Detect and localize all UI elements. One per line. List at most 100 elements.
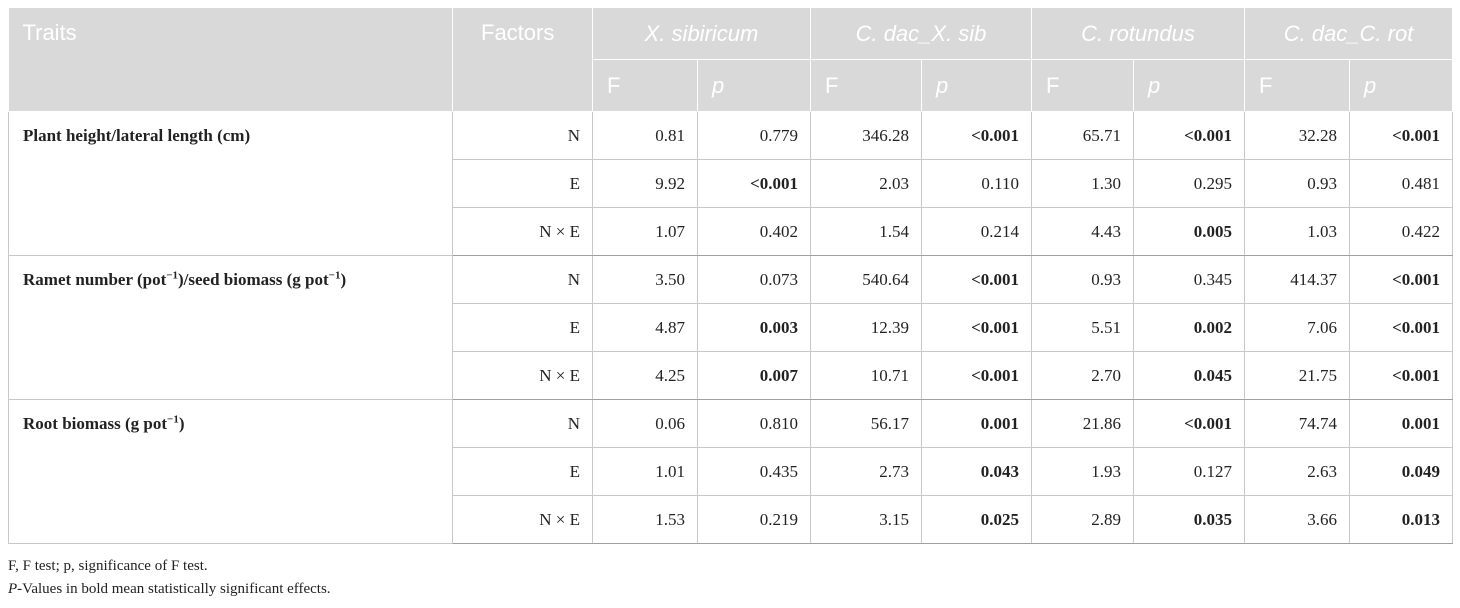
f-value-cell: 3.50 xyxy=(592,255,698,304)
p-value-cell: 0.001 xyxy=(1349,399,1454,448)
f-value-cell: 21.75 xyxy=(1244,351,1351,400)
f-value-cell: 2.73 xyxy=(810,447,922,496)
p-value-cell: 0.127 xyxy=(1132,447,1246,496)
header-f: F xyxy=(810,59,922,112)
p-value-cell: 0.422 xyxy=(1349,207,1454,256)
table-body: Plant height/lateral length (cm) N 0.81 0.7… xyxy=(8,111,1454,544)
header-p: p xyxy=(1133,59,1246,112)
header-p: p xyxy=(1349,59,1454,112)
p-value-cell: 0.779 xyxy=(697,111,811,160)
table-row: E 9.92 <0.001 2.03 0.110 1.30 0.295 0.93 0.481 xyxy=(9,159,1454,208)
f-value-cell: 1.03 xyxy=(1244,207,1351,256)
header-factors: Factors xyxy=(452,8,593,112)
f-value-cell: 2.63 xyxy=(1244,447,1351,496)
f-value-cell: 0.06 xyxy=(592,399,698,448)
p-value-cell: 0.025 xyxy=(921,495,1032,544)
p-value-cell: <0.001 xyxy=(1132,399,1246,448)
f-value-cell: 0.93 xyxy=(1031,255,1134,304)
f-value-cell: 540.64 xyxy=(810,255,922,304)
header-f: F xyxy=(592,59,698,112)
p-value-cell: 0.007 xyxy=(697,351,811,400)
header-p: p xyxy=(697,59,811,112)
f-value-cell: 1.53 xyxy=(592,495,698,544)
header-species-1: X. sibiricum xyxy=(592,8,811,60)
f-value-cell: 4.87 xyxy=(592,303,698,352)
p-value-cell: <0.001 xyxy=(921,111,1032,160)
p-value-cell: 0.049 xyxy=(1349,447,1454,496)
p-value-cell: <0.001 xyxy=(1349,351,1454,400)
p-value-cell: 0.002 xyxy=(1132,303,1246,352)
f-value-cell: 21.86 xyxy=(1031,399,1134,448)
p-value-cell: 0.043 xyxy=(921,447,1032,496)
f-value-cell: 346.28 xyxy=(810,111,922,160)
p-value-cell: 0.219 xyxy=(697,495,811,544)
p-value-cell: <0.001 xyxy=(697,159,811,208)
p-value-cell: 0.073 xyxy=(697,255,811,304)
p-value-cell: 0.345 xyxy=(1132,255,1246,304)
p-value-cell: <0.001 xyxy=(1349,303,1454,352)
header-traits: Traits xyxy=(8,8,453,112)
f-value-cell: 7.06 xyxy=(1244,303,1351,352)
f-value-cell: 10.71 xyxy=(810,351,922,400)
f-value-cell: 1.93 xyxy=(1031,447,1134,496)
factor-label: N xyxy=(452,111,593,160)
table-notes: F, F test; p, significance of F test. P-… xyxy=(8,555,331,601)
p-value-cell: 0.005 xyxy=(1132,207,1246,256)
note-line-1: F, F test; p, significance of F test. xyxy=(8,558,208,574)
factor-label: E xyxy=(452,447,593,496)
header-f: F xyxy=(1031,59,1134,112)
p-value-cell: 0.295 xyxy=(1132,159,1246,208)
trait-label: Ramet number (pot−1)/seed biomass (g pot… xyxy=(8,255,453,400)
p-value-cell: 0.001 xyxy=(921,399,1032,448)
factor-label: N × E xyxy=(452,495,593,544)
p-value-cell: <0.001 xyxy=(1132,111,1246,160)
factor-label: E xyxy=(452,159,593,208)
header-species-3: C. rotundus xyxy=(1031,8,1246,60)
f-value-cell: 1.01 xyxy=(592,447,698,496)
f-value-cell: 2.70 xyxy=(1031,351,1134,400)
header-f: F xyxy=(1244,59,1351,112)
f-value-cell: 2.89 xyxy=(1031,495,1134,544)
f-value-cell: 32.28 xyxy=(1244,111,1351,160)
f-value-cell: 1.54 xyxy=(810,207,922,256)
anova-table: Traits Factors X. sibiricum C. dac_X. si… xyxy=(8,8,1454,544)
note-line-2-text: -Values in bold mean statistically signi… xyxy=(17,581,331,597)
f-value-cell: 0.93 xyxy=(1244,159,1351,208)
f-value-cell: 1.07 xyxy=(592,207,698,256)
table-row: N × E 1.53 0.219 3.15 0.025 2.89 0.035 3.66 0.01… xyxy=(9,495,1454,544)
p-value-cell: 0.003 xyxy=(697,303,811,352)
table-row: E 1.01 0.435 2.73 0.043 1.93 0.127 2.63 0.049 xyxy=(9,447,1454,496)
f-value-cell: 3.15 xyxy=(810,495,922,544)
header-species-2: C. dac_X. sib xyxy=(810,8,1032,60)
f-value-cell: 74.74 xyxy=(1244,399,1351,448)
p-value-cell: <0.001 xyxy=(921,303,1032,352)
header-p: p xyxy=(921,59,1032,112)
p-value-cell: 0.402 xyxy=(697,207,811,256)
f-value-cell: 414.37 xyxy=(1244,255,1351,304)
p-value-cell: 0.035 xyxy=(1132,495,1246,544)
p-value-cell: 0.810 xyxy=(697,399,811,448)
note-line-2: P-Values in bold mean statistically sign… xyxy=(8,578,331,601)
f-value-cell: 2.03 xyxy=(810,159,922,208)
table-row: E 4.87 0.003 12.39 <0.001 5.51 0.002 7.06 <0.001 xyxy=(9,303,1454,352)
p-value-cell: <0.001 xyxy=(1349,255,1454,304)
f-value-cell: 4.25 xyxy=(592,351,698,400)
trait-label: Root biomass (g pot−1) xyxy=(8,399,453,544)
p-value-cell: <0.001 xyxy=(921,351,1032,400)
trait-label: Plant height/lateral length (cm) xyxy=(8,111,453,256)
f-value-cell: 4.43 xyxy=(1031,207,1134,256)
f-value-cell: 5.51 xyxy=(1031,303,1134,352)
p-value-cell: <0.001 xyxy=(921,255,1032,304)
note-p-italic: P xyxy=(8,581,18,597)
table-row: Plant height/lateral length (cm) N 0.81 0.7… xyxy=(8,111,1454,256)
p-value-cell: 0.481 xyxy=(1349,159,1454,208)
p-value-cell: 0.435 xyxy=(697,447,811,496)
p-value-cell: 0.045 xyxy=(1132,351,1246,400)
factor-label: N × E xyxy=(452,207,593,256)
factor-label: E xyxy=(452,303,593,352)
factor-label: N xyxy=(452,255,593,304)
f-value-cell: 3.66 xyxy=(1244,495,1351,544)
table-row: N × E 4.25 0.007 10.71 <0.001 2.70 0.045 21.75 <… xyxy=(9,351,1454,400)
factor-label: N × E xyxy=(452,351,593,400)
f-value-cell: 12.39 xyxy=(810,303,922,352)
